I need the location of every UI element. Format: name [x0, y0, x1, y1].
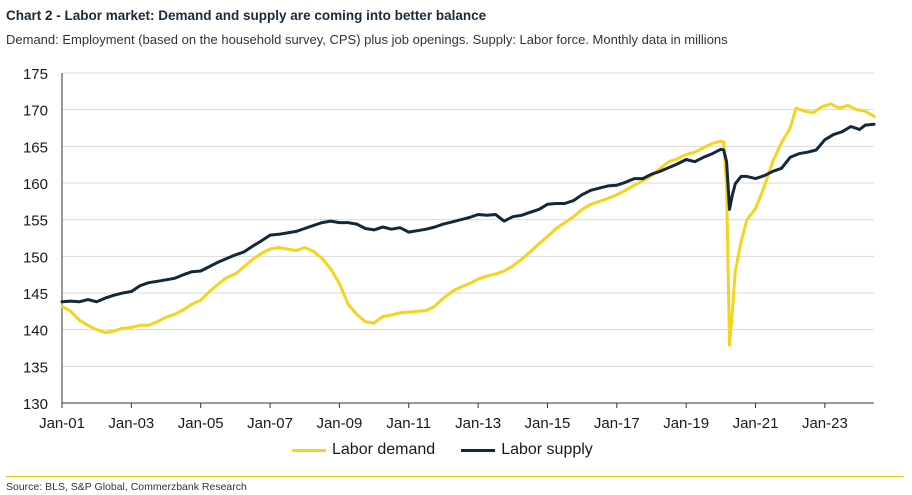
x-tick-label: Jan-09 [316, 415, 362, 432]
y-tick-label: 135 [23, 359, 48, 376]
source-note: Source: BLS, S&P Global, Commerzbank Res… [6, 481, 247, 493]
x-tick-label: Jan-13 [455, 415, 501, 432]
legend-item-supply: Labor supply [461, 441, 593, 459]
chart-subtitle: Demand: Employment (based on the househo… [6, 32, 728, 47]
x-tick-label: Jan-05 [178, 415, 224, 432]
series-line-labor-demand [60, 102, 876, 347]
y-tick-label: 155 [23, 213, 48, 230]
x-tick-label: Jan-01 [39, 415, 85, 432]
series-lines [60, 102, 876, 347]
x-tick-label: Jan-07 [247, 415, 293, 432]
chart-title: Chart 2 - Labor market: Demand and suppl… [6, 8, 487, 23]
chart-legend: Labor demand Labor supply [292, 441, 593, 459]
footer-rule [6, 476, 904, 477]
x-tick-label: Jan-15 [525, 415, 571, 432]
legend-swatch-demand [292, 448, 326, 452]
x-tick-label: Jan-11 [386, 415, 431, 432]
y-tick-label: 160 [23, 176, 48, 193]
legend-item-demand: Labor demand [292, 441, 435, 459]
y-tick-label: 140 [23, 323, 48, 340]
x-tick-label: Jan-19 [663, 415, 709, 432]
y-tick-label: 150 [23, 249, 48, 266]
y-axis-ticks: 130 135 140 145 150 155 160 165 170 175 [23, 66, 48, 413]
y-tick-label: 165 [23, 139, 48, 156]
legend-swatch-supply [461, 448, 496, 452]
legend-label-demand: Labor demand [332, 441, 436, 458]
y-tick-label: 170 [23, 103, 48, 120]
x-tick-label: Jan-03 [108, 415, 154, 432]
y-tick-label: 175 [23, 66, 48, 83]
x-tick-label: Jan-21 [733, 415, 779, 432]
y-tick-label: 145 [23, 286, 48, 303]
series-line-labor-supply [60, 122, 876, 304]
x-axis-ticks: Jan-01 Jan-03 Jan-05 Jan-07 Jan-09 Jan-11 Jan-… [39, 403, 848, 432]
x-tick-label: Jan-23 [802, 415, 848, 432]
legend-label-supply: Labor supply [501, 441, 593, 458]
gridlines [61, 72, 874, 404]
y-tick-label: 130 [23, 396, 48, 413]
x-tick-label: Jan-17 [594, 415, 640, 432]
